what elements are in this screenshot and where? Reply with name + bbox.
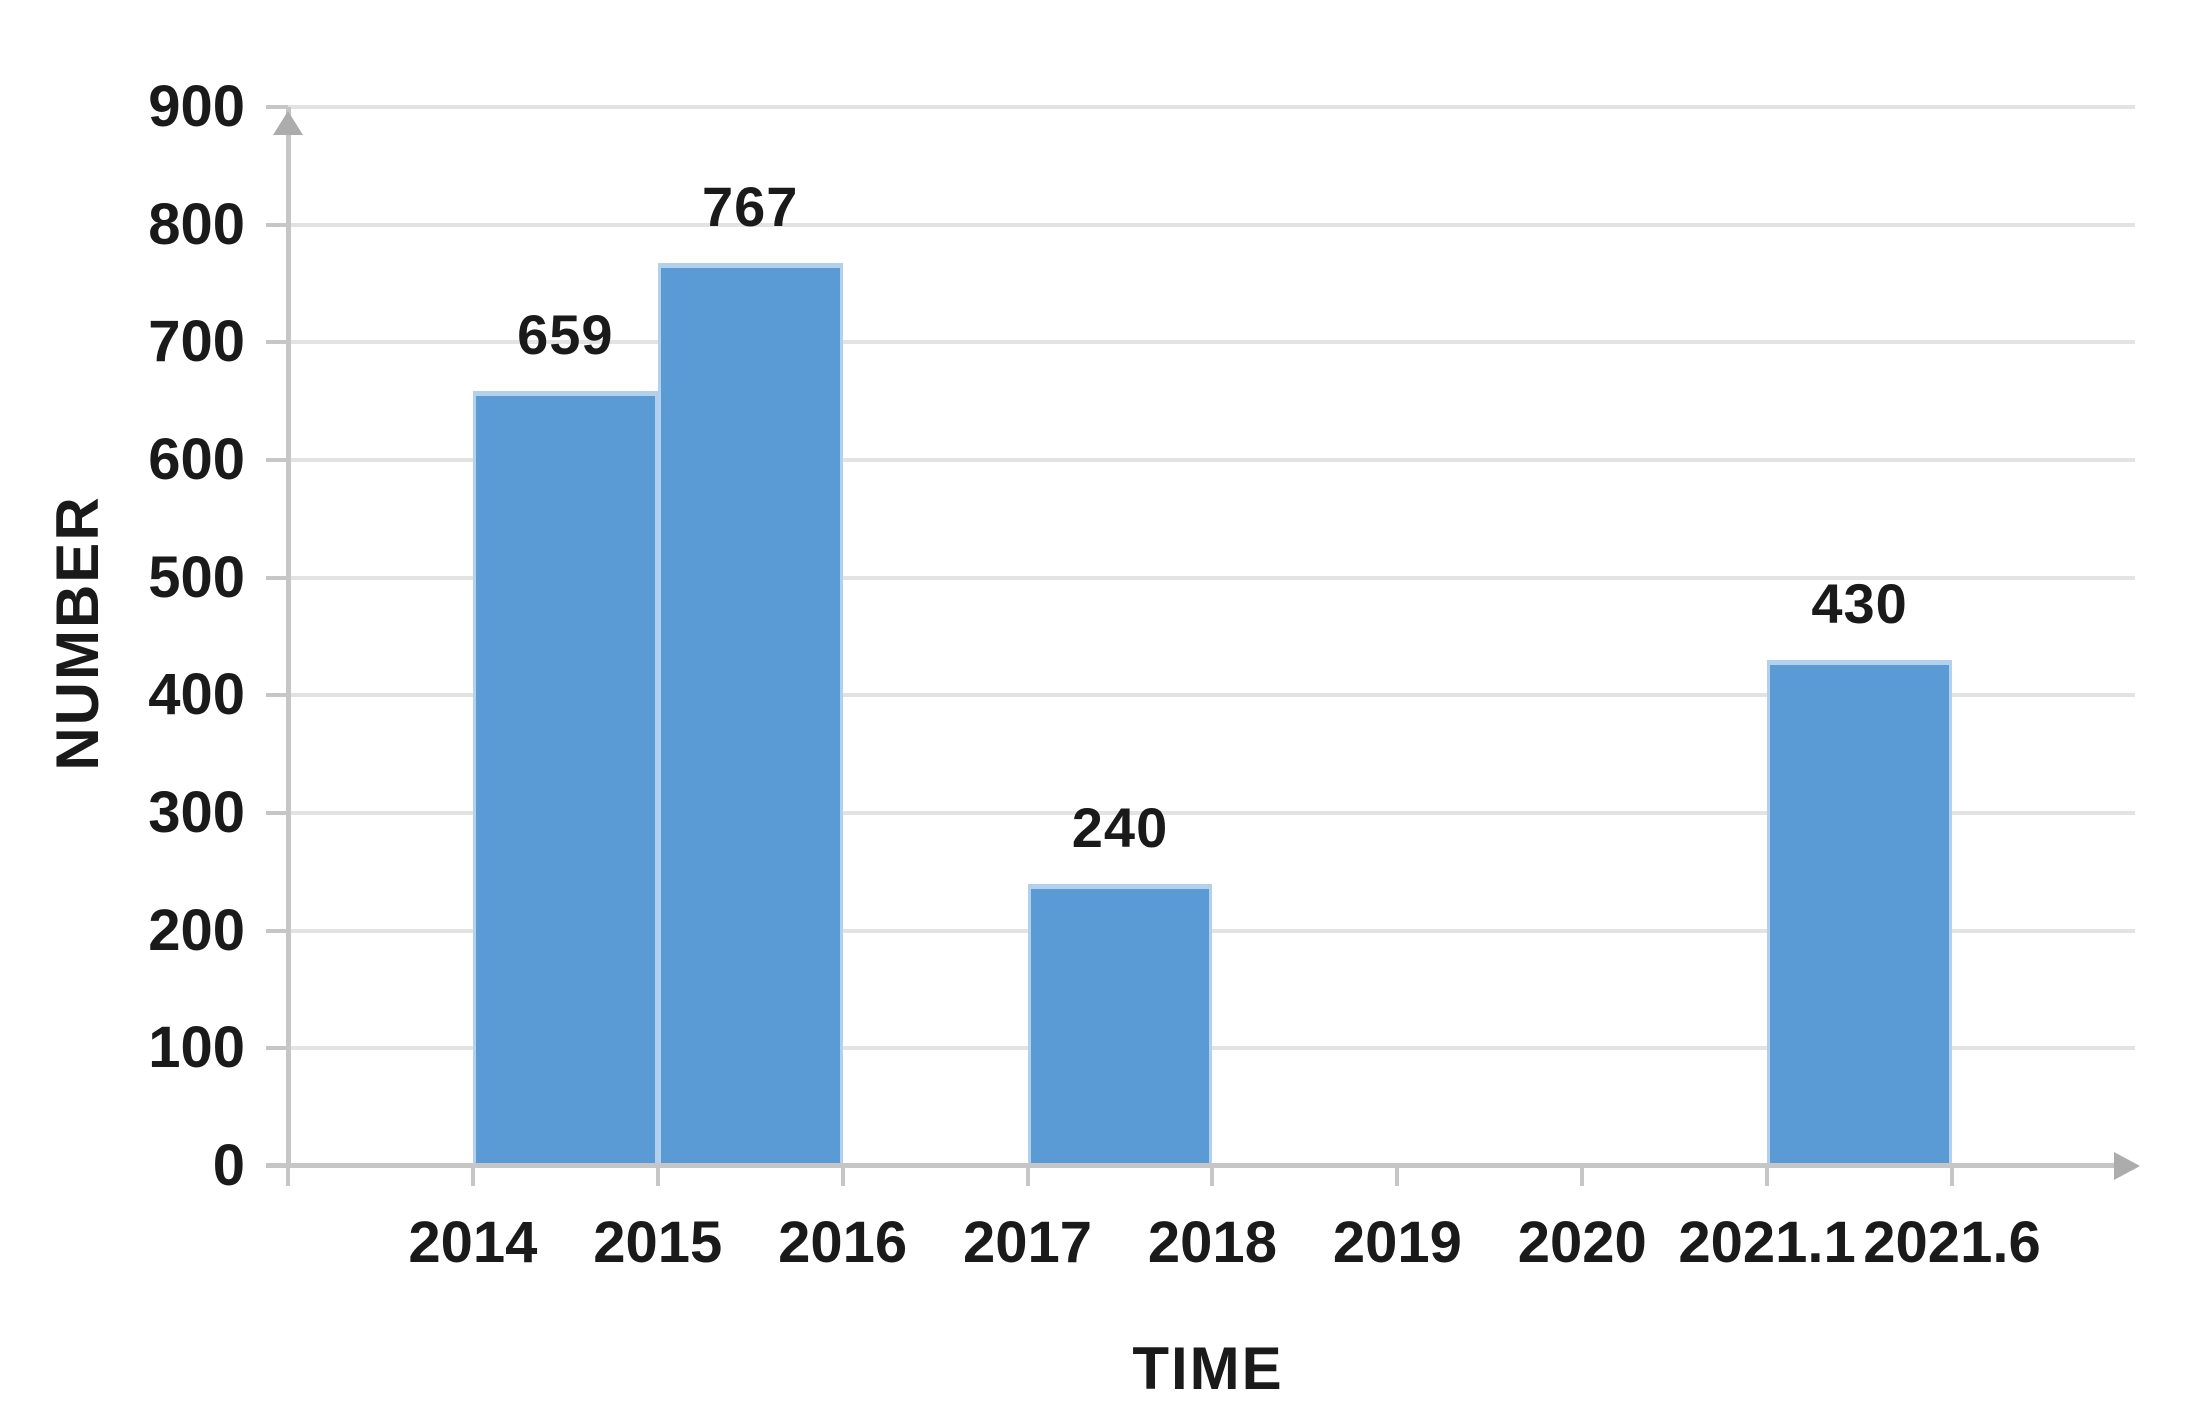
y-tick-label: 400 bbox=[148, 662, 245, 728]
bar bbox=[1027, 883, 1213, 1166]
y-axis-line bbox=[286, 107, 291, 1166]
x-axis-line bbox=[266, 1163, 2114, 1168]
y-axis-tick bbox=[266, 222, 288, 227]
x-axis-tick bbox=[1580, 1166, 1585, 1186]
x-axis-tick bbox=[286, 1166, 290, 1186]
y-tick-label: 900 bbox=[148, 74, 245, 139]
x-axis-tick bbox=[1950, 1166, 1954, 1186]
y-tick-label: 200 bbox=[148, 897, 245, 963]
bar bbox=[472, 390, 658, 1166]
y-tick-label: 800 bbox=[148, 191, 245, 257]
bar-value-label: 659 bbox=[517, 302, 614, 366]
x-tick-label: 2014 bbox=[408, 1210, 538, 1275]
y-axis-tick bbox=[266, 340, 288, 345]
y-axis-tick bbox=[266, 458, 288, 462]
y-axis-tick bbox=[266, 105, 288, 109]
x-tick-label: 2017 bbox=[963, 1210, 1093, 1275]
gridline bbox=[288, 811, 2135, 815]
y-axis-tick bbox=[266, 575, 288, 580]
x-tick-label: 2015 bbox=[593, 1210, 723, 1275]
bar-value-label: 430 bbox=[1811, 572, 1908, 636]
x-axis-tick bbox=[1210, 1166, 1215, 1186]
gridline bbox=[288, 458, 2135, 462]
x-axis-tick bbox=[1765, 1166, 1770, 1186]
bar bbox=[657, 263, 843, 1166]
gridline bbox=[288, 105, 2135, 109]
bar-value-label: 767 bbox=[702, 175, 799, 239]
gridline bbox=[288, 222, 2135, 227]
x-axis-title: TIME bbox=[1132, 1335, 1284, 1402]
y-axis-tick bbox=[266, 693, 288, 698]
bar-value-label: 240 bbox=[1071, 795, 1169, 859]
y-tick-label: 500 bbox=[148, 544, 245, 610]
y-axis-tick bbox=[266, 928, 288, 933]
y-axis-tick bbox=[266, 1046, 288, 1051]
gridline bbox=[288, 340, 2135, 345]
x-axis-tick bbox=[655, 1166, 660, 1186]
y-tick-label: 300 bbox=[148, 780, 245, 845]
y-axis-tick bbox=[266, 1164, 288, 1168]
x-axis-tick bbox=[1395, 1166, 1400, 1186]
x-axis-tick bbox=[840, 1166, 845, 1186]
x-tick-label: 2020 bbox=[1517, 1210, 1647, 1275]
y-tick-label: 700 bbox=[148, 309, 245, 375]
x-tick-label: 2021.1 bbox=[1678, 1210, 1856, 1275]
bar bbox=[1767, 660, 1952, 1166]
x-axis-arrow-icon bbox=[2114, 1152, 2140, 1180]
y-axis-arrow-icon bbox=[273, 111, 303, 135]
x-axis-tick bbox=[470, 1166, 475, 1186]
y-tick-label: 0 bbox=[212, 1133, 245, 1198]
x-axis-tick bbox=[1025, 1166, 1030, 1186]
y-axis-tick bbox=[266, 811, 288, 815]
x-tick-label: 2018 bbox=[1147, 1210, 1277, 1275]
y-tick-label: 100 bbox=[148, 1015, 245, 1081]
y-tick-label: 600 bbox=[148, 427, 245, 492]
x-tick-label: 2019 bbox=[1332, 1210, 1462, 1275]
x-tick-label: 2021.6 bbox=[1863, 1210, 2041, 1275]
gridline bbox=[288, 575, 2135, 580]
gridline bbox=[288, 693, 2135, 698]
x-tick-label: 2016 bbox=[778, 1210, 908, 1275]
